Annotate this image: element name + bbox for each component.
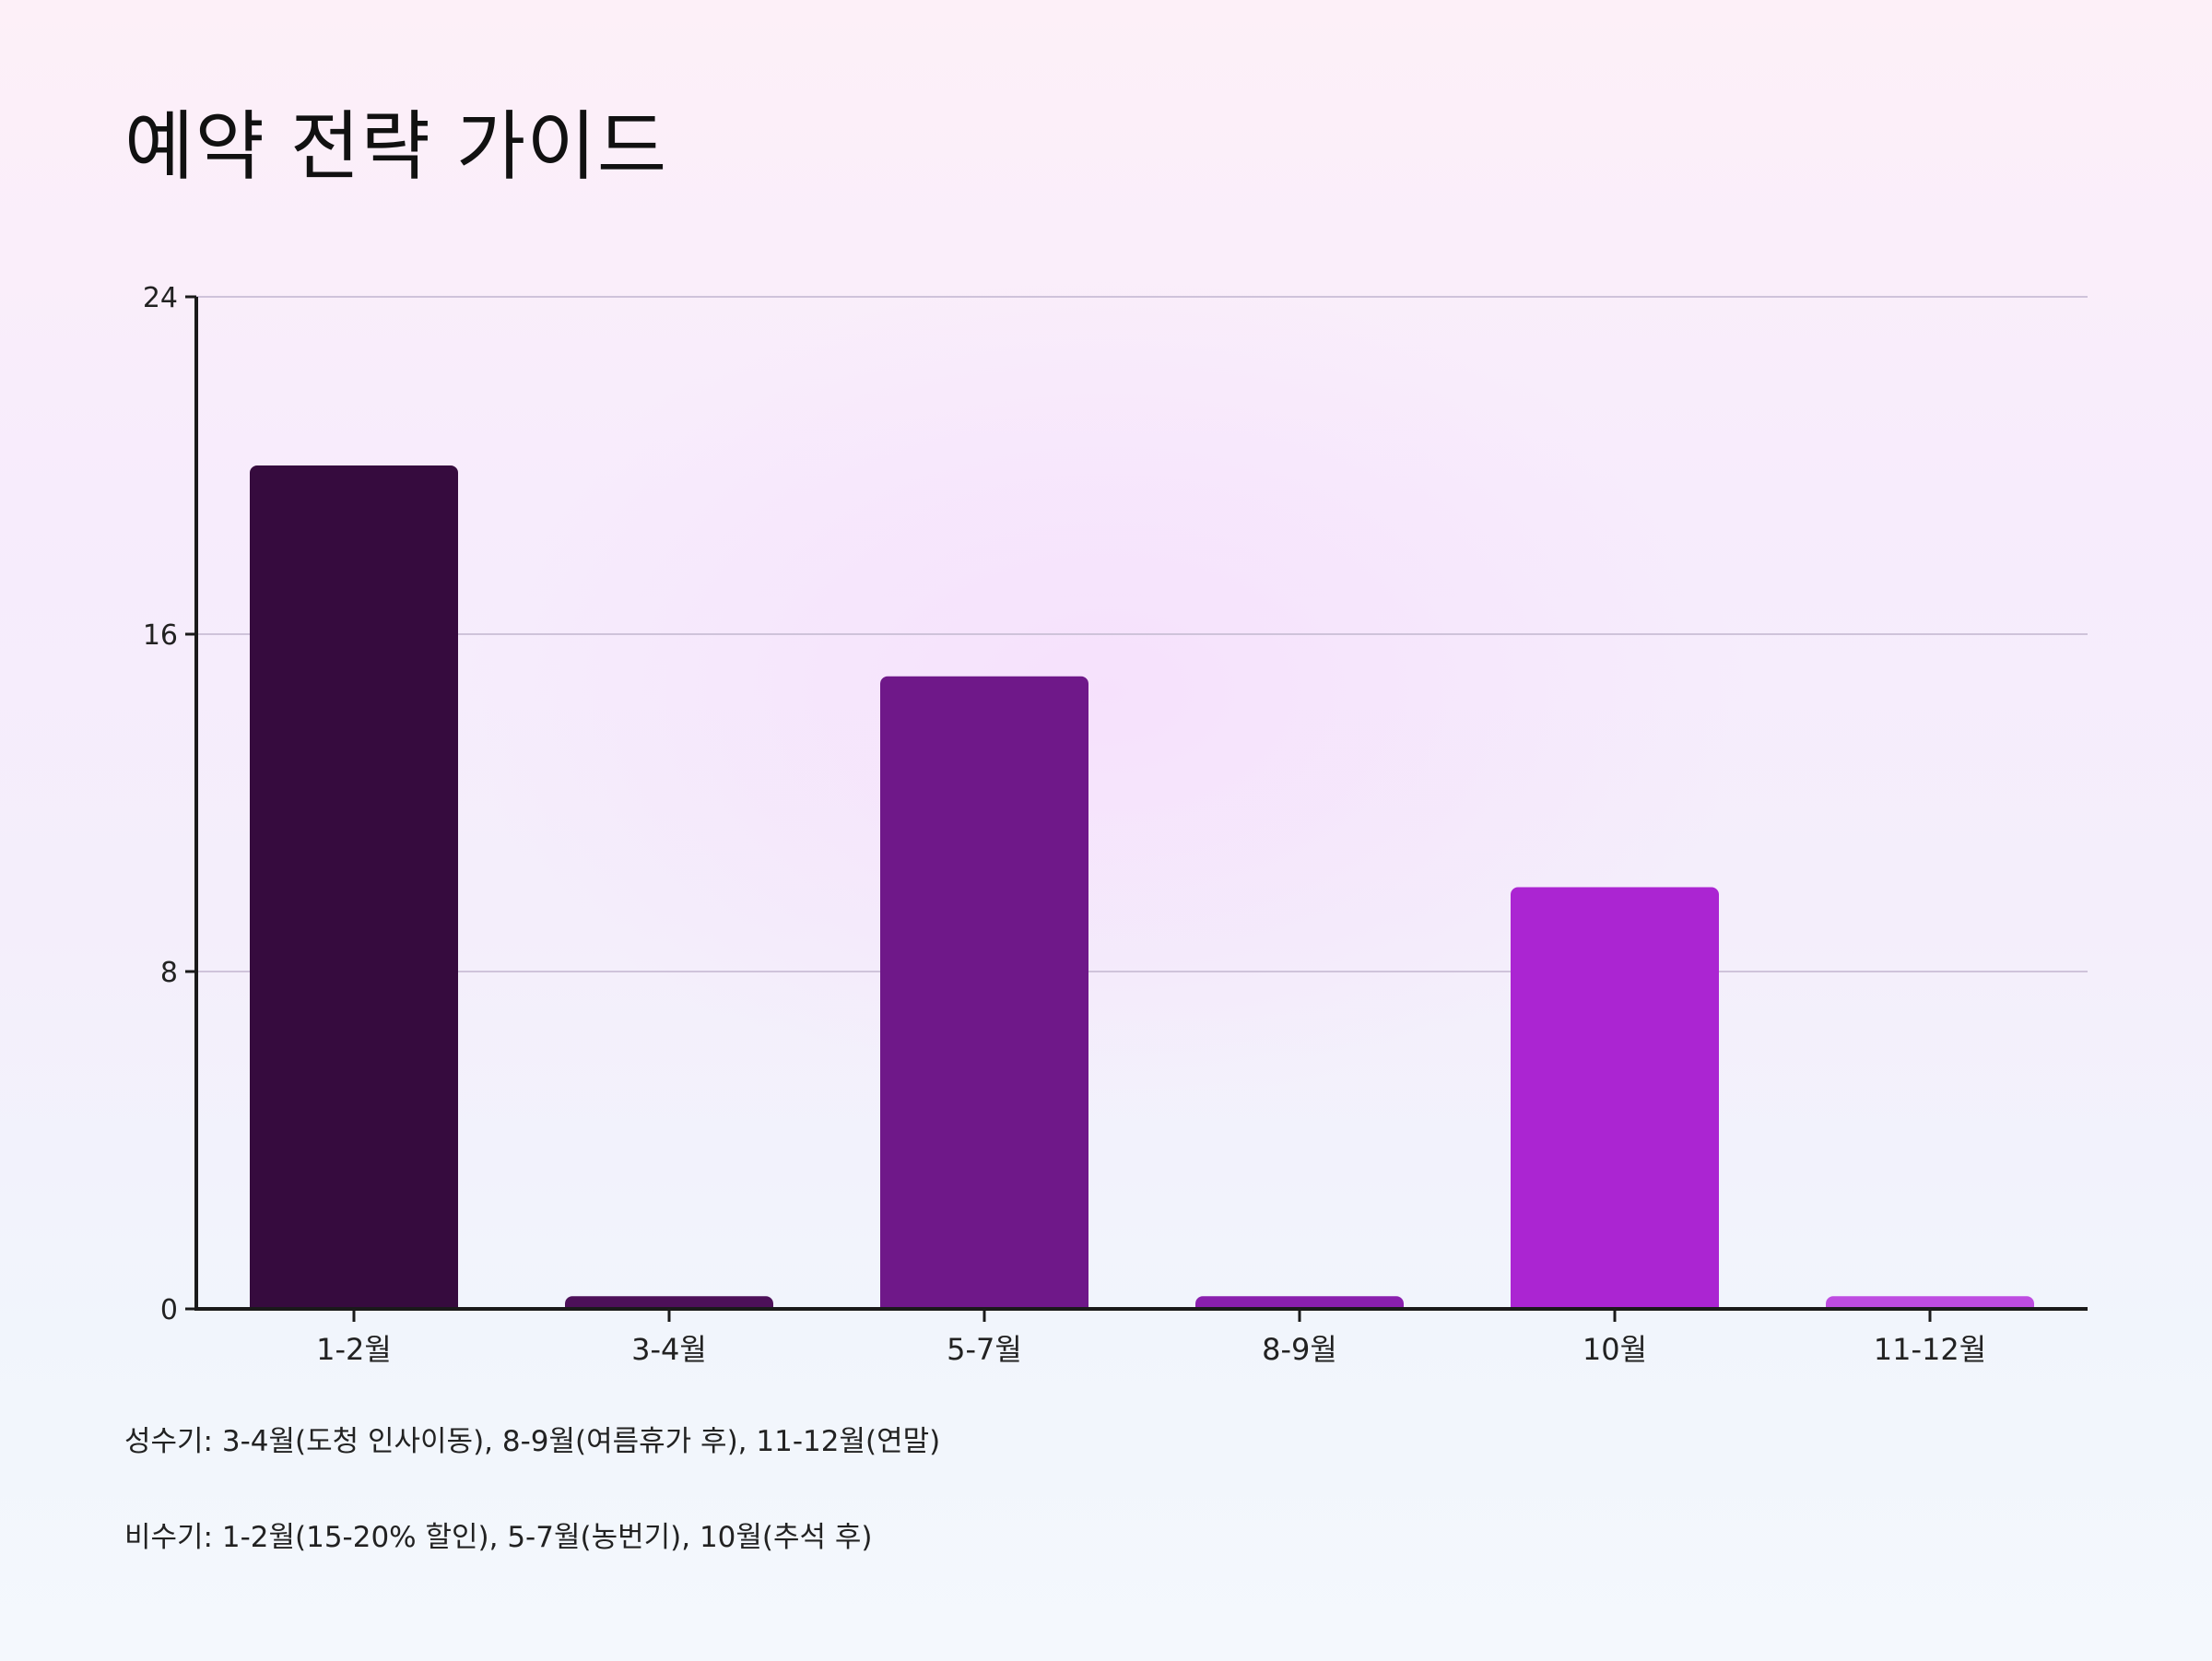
x-tick-label: 5-7월 [947,1332,1022,1367]
bar-3 [880,676,1088,1309]
off-season-note: 비수기: 1-2월(15-20% 할인), 5-7월(농번기), 10월(추석 … [124,1521,873,1554]
peak-season-note: 성수기: 3-4월(도청 인사이동), 8-9월(여름휴가 후), 11-12월… [124,1425,941,1458]
bar-6 [1826,1296,2034,1309]
tick-labels: 0 8 16 24 1-2월 3-4월 5-7월 8-9월 10월 11-12월 [143,282,1986,1367]
x-tick-label: 3-4월 [631,1332,707,1367]
axes [185,295,2088,1322]
bar-2 [565,1296,773,1309]
y-tick-label: 8 [160,957,178,989]
bar-5 [1511,887,1719,1309]
x-tick-label: 8-9월 [1262,1332,1337,1367]
y-tick-label: 24 [143,282,178,314]
bars [250,465,2034,1309]
grid-lines [196,296,2088,972]
bar-4 [1195,1296,1404,1309]
y-tick-label: 0 [160,1294,178,1326]
bar-1 [250,465,458,1309]
x-tick-label: 10월 [1583,1332,1647,1367]
x-tick-label: 11-12월 [1874,1332,1986,1367]
y-tick-label: 16 [143,619,178,652]
x-tick-label: 1-2월 [316,1332,392,1367]
page-title: 예약 전략 가이드 [124,103,668,191]
